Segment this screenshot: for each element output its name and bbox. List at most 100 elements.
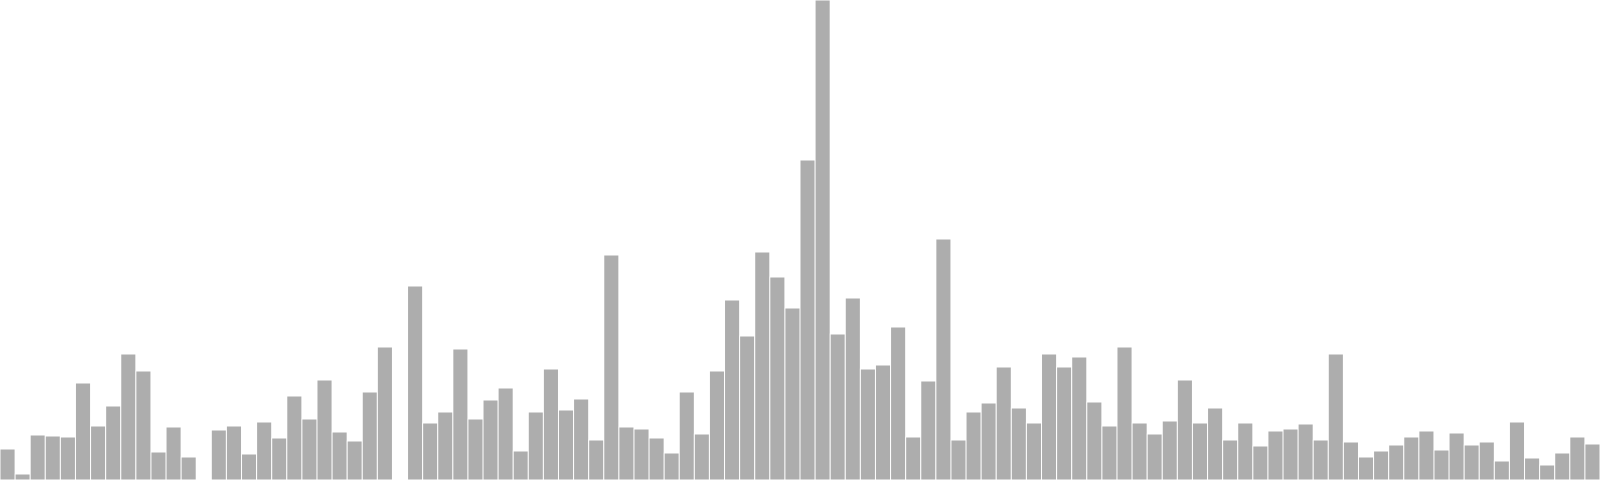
bar-62 [935,238,952,480]
bar-60 [905,436,922,480]
bar-73 [1101,425,1118,480]
bar-47 [708,370,726,480]
bar-91 [1373,450,1390,480]
bar-45 [678,391,695,480]
bar-74 [1116,346,1133,480]
bar-92 [1388,444,1405,480]
bar-76 [1146,433,1163,480]
bar-39 [588,439,605,480]
bar-80 [1207,407,1224,480]
bar-95 [1433,449,1450,480]
bar-97 [1463,444,1480,480]
bar-18 [271,437,288,480]
bar-52 [784,307,801,480]
bar-43 [648,437,665,480]
bar-94 [1418,430,1435,480]
bar-30 [452,348,469,480]
bar-90 [1357,456,1375,480]
bar-29 [437,411,454,480]
bar-77 [1161,420,1178,480]
bar-4 [59,436,76,480]
bar-53 [799,159,816,480]
bar-31 [467,418,484,480]
bar-89 [1342,441,1359,480]
bar-105 [1584,443,1600,480]
bar-22 [331,431,348,480]
bar-33 [497,387,514,480]
bar-65 [980,402,997,480]
bar-68 [1025,422,1043,480]
bar-37 [557,409,575,480]
bar-1 [14,473,31,480]
bar-50 [754,251,771,480]
bar-69 [1041,353,1058,480]
bar-7 [105,405,122,480]
bar-51 [769,276,786,480]
bar-10 [150,451,167,480]
bar-15 [225,425,243,480]
bar-59 [890,326,907,480]
bar-72 [1086,401,1103,480]
bar-78 [1176,379,1193,480]
bar-34 [512,450,529,480]
bar-46 [693,433,710,480]
bar-42 [633,428,650,480]
bar-71 [1071,356,1088,480]
bar-48 [724,299,741,480]
bar-84 [1267,430,1284,480]
bar-17 [256,421,273,480]
bar-63 [950,439,967,480]
bar-75 [1131,422,1148,480]
bar-86 [1297,423,1314,480]
bar-49 [739,335,756,480]
bar-35 [527,411,544,480]
bar-58 [874,364,892,480]
bar-0 [0,448,16,480]
bar-100 [1508,421,1526,480]
bar-82 [1237,422,1254,480]
bar-14 [210,429,227,480]
bar-64 [965,411,982,480]
bar-101 [1524,457,1541,480]
bar-81 [1222,439,1239,480]
bar-93 [1403,436,1420,480]
bar-96 [1448,432,1465,480]
bar-5 [74,382,92,480]
bar-40 [603,254,620,480]
bar-102 [1539,464,1556,480]
bar-9 [135,370,152,480]
bar-99 [1493,460,1510,480]
bar-70 [1056,366,1073,480]
bar-104 [1569,436,1586,480]
bar-56 [844,297,861,480]
bar-16 [241,453,258,480]
bar-103 [1554,452,1571,480]
bar-79 [1191,422,1209,480]
bar-61 [920,380,937,480]
bar-55 [829,333,846,480]
bar-66 [995,366,1012,480]
bar-28 [422,422,439,480]
bar-8 [120,353,137,480]
bar-6 [90,425,107,480]
bar-36 [542,368,559,480]
bar-3 [44,435,61,480]
bar-85 [1282,428,1299,480]
bar-11 [165,426,182,480]
bar-32 [482,399,499,480]
bar-98 [1478,441,1495,480]
bar-88 [1327,353,1344,480]
bar-20 [301,418,318,480]
bar-44 [663,452,680,480]
bar-83 [1252,445,1269,480]
bar-24 [361,391,378,480]
bar-21 [316,379,333,480]
bar-2 [29,434,46,480]
bar-23 [346,440,363,480]
bar-27 [407,285,424,480]
bar-57 [859,368,876,480]
bar-38 [573,398,590,480]
bar-19 [286,395,303,480]
